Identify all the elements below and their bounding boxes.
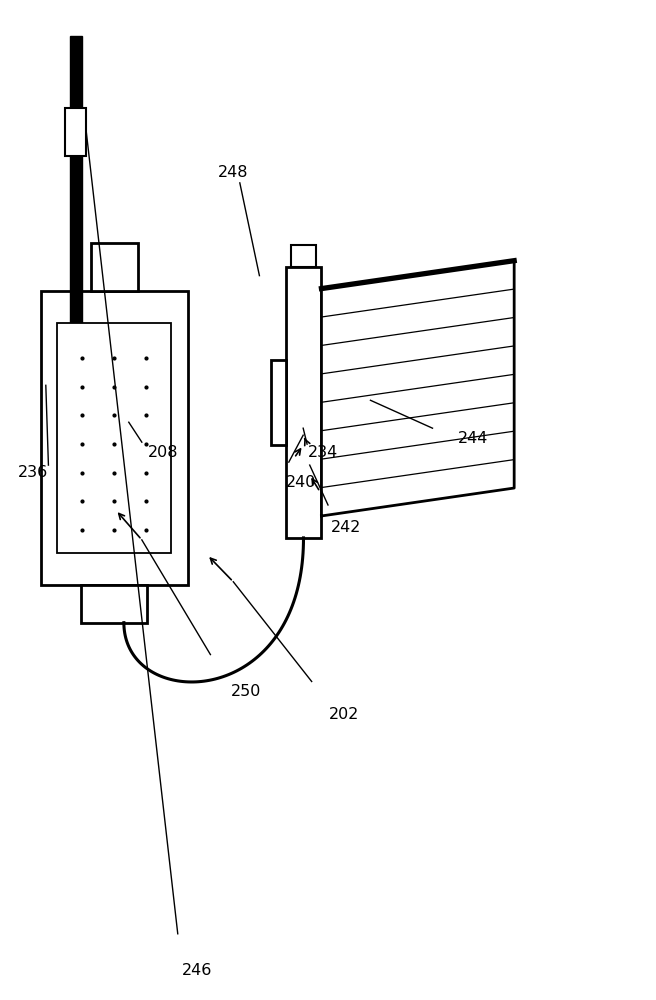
Text: 250: 250 bbox=[231, 684, 262, 699]
Bar bbox=[285, 267, 321, 538]
Bar bbox=[291, 245, 316, 267]
Bar bbox=[91, 243, 138, 291]
Text: 244: 244 bbox=[458, 431, 488, 446]
Text: 208: 208 bbox=[148, 445, 178, 460]
Bar bbox=[57, 323, 171, 553]
Bar bbox=[70, 36, 82, 480]
Text: 236: 236 bbox=[18, 465, 48, 480]
Text: 234: 234 bbox=[308, 445, 338, 460]
Bar bbox=[41, 291, 188, 585]
Polygon shape bbox=[321, 261, 514, 516]
Text: 248: 248 bbox=[218, 165, 249, 180]
Text: 242: 242 bbox=[331, 520, 361, 535]
Bar bbox=[81, 585, 147, 623]
Text: 240: 240 bbox=[285, 475, 316, 490]
Text: 202: 202 bbox=[329, 707, 359, 722]
Bar bbox=[66, 108, 87, 156]
Bar bbox=[271, 360, 285, 445]
Text: 246: 246 bbox=[182, 963, 213, 978]
